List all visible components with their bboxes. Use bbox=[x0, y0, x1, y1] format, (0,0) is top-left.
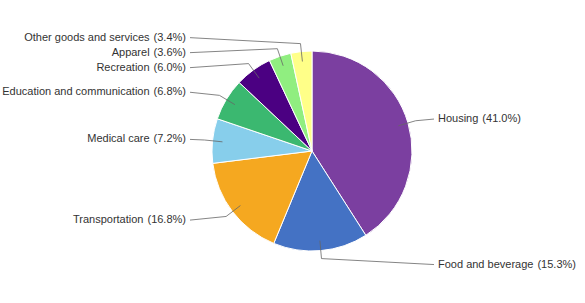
category-label: Housing bbox=[438, 112, 478, 124]
leader-line bbox=[190, 49, 283, 66]
value-label: (6.8%) bbox=[154, 85, 186, 97]
leader-line bbox=[190, 38, 302, 62]
slice-label: Medical care (7.2%) bbox=[87, 132, 186, 144]
value-label: (6.0%) bbox=[154, 61, 186, 73]
data-labels: Housing (41.0%) Food and beverage (15.3%) Tr… bbox=[2, 31, 576, 270]
category-label: Apparel bbox=[112, 46, 150, 58]
value-label: (3.4%) bbox=[154, 31, 186, 43]
value-label: (41.0%) bbox=[482, 112, 521, 124]
slice-label: Other goods and services (3.4%) bbox=[24, 31, 186, 43]
leader-line bbox=[190, 92, 235, 104]
slice-label: Apparel (3.6%) bbox=[112, 46, 186, 58]
value-label: (15.3%) bbox=[537, 257, 576, 269]
category-label: Other goods and services bbox=[24, 31, 150, 43]
slice-label: Transportation(16.8%) bbox=[73, 213, 186, 225]
slice-label: Housing (41.0%) bbox=[438, 112, 521, 124]
pie-slice bbox=[213, 151, 312, 243]
leader-line bbox=[190, 64, 259, 79]
category-label: Education and communication bbox=[2, 85, 149, 97]
leader-line bbox=[320, 241, 434, 265]
leader-line bbox=[190, 139, 222, 141]
value-label: (7.2%) bbox=[154, 132, 186, 144]
leader-line bbox=[398, 119, 434, 126]
pie-slice bbox=[291, 51, 312, 151]
category-label: Transportation bbox=[73, 213, 144, 225]
leader-lines bbox=[190, 38, 434, 265]
chart-container: Housing (41.0%) Food and beverage (15.3%) Tr… bbox=[0, 0, 585, 303]
category-label: Medical care bbox=[87, 132, 149, 144]
category-label: Food and beverage bbox=[438, 257, 533, 269]
slice-label: Food and beverage (15.3%) bbox=[438, 257, 576, 269]
value-label: (16.8%) bbox=[147, 213, 186, 225]
category-label: Recreation bbox=[96, 61, 149, 73]
pie-chart: Housing (41.0%) Food and beverage (15.3%) Tr… bbox=[0, 0, 585, 303]
slice-label: Recreation (6.0%) bbox=[96, 61, 186, 73]
slices bbox=[212, 51, 412, 251]
value-label: (3.6%) bbox=[154, 46, 186, 58]
leader-line bbox=[190, 206, 240, 221]
slice-label: Education and communication (6.8%) bbox=[2, 85, 186, 97]
